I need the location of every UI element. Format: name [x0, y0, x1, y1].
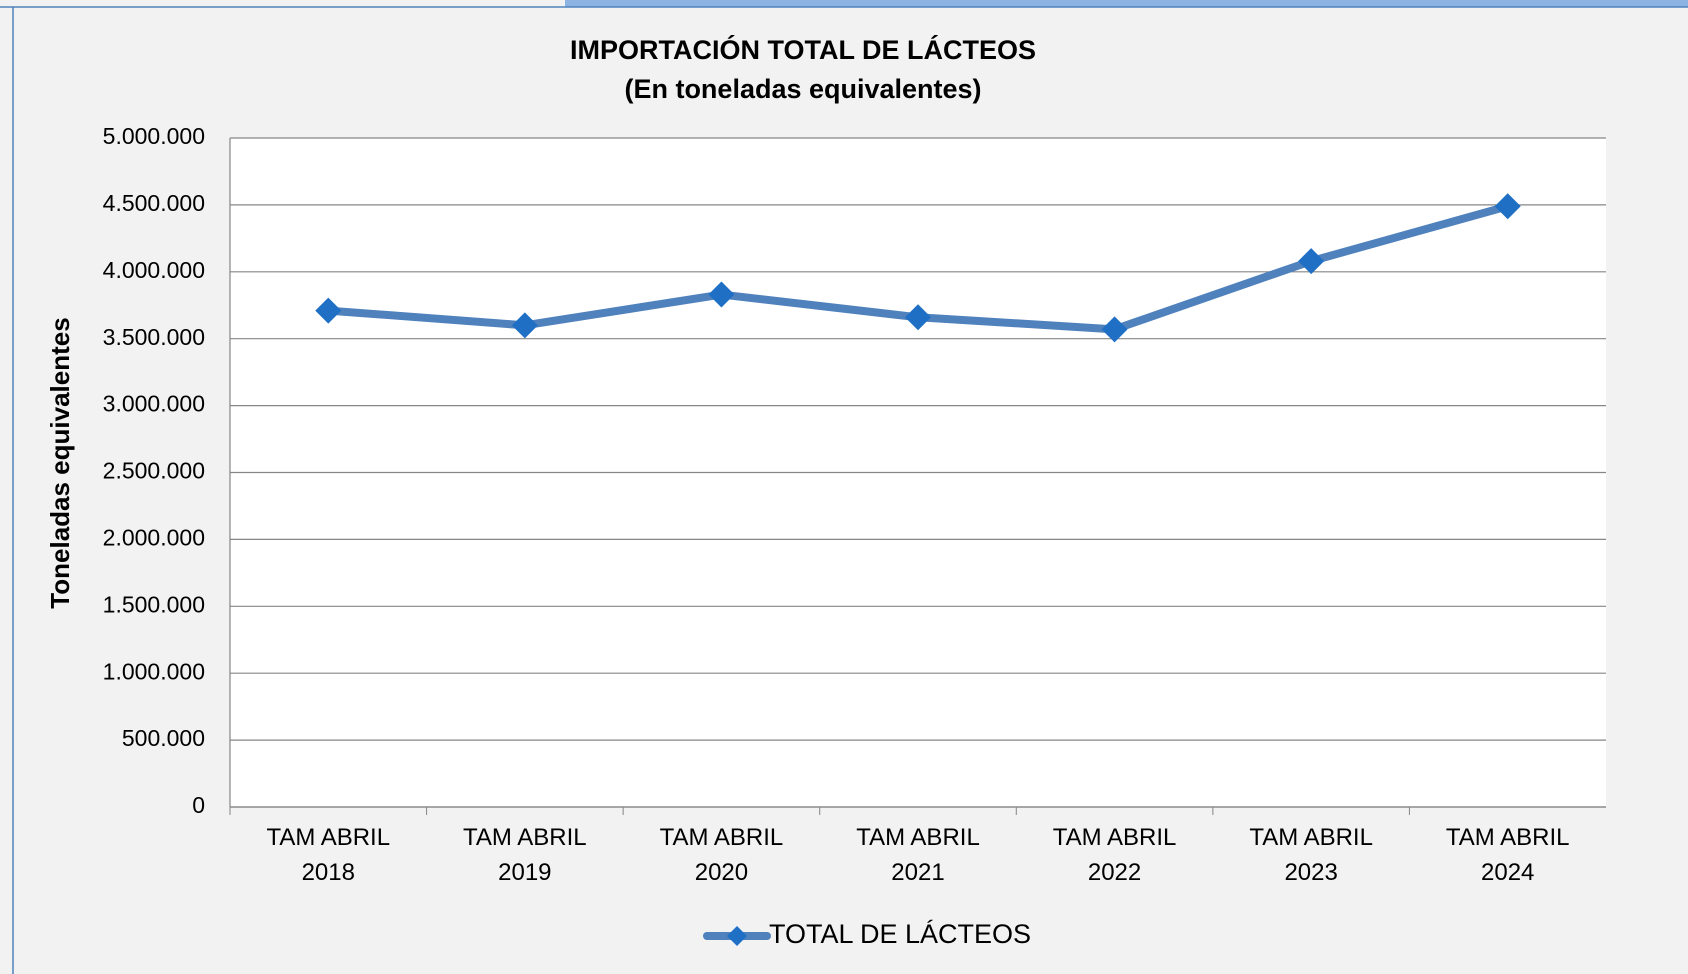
- y-tick-label: 4.000.000: [103, 257, 205, 283]
- y-axis-label: Toneladas equivalentes: [45, 317, 75, 608]
- marker: [1494, 193, 1521, 220]
- y-tick-label: 1.500.000: [103, 591, 205, 617]
- chart-title: IMPORTACIÓN TOTAL DE LÁCTEOS: [570, 34, 1036, 65]
- chart-subtitle: (En toneladas equivalentes): [624, 74, 981, 104]
- y-tick-label: 5.000.000: [103, 123, 205, 149]
- x-tick-label: TAM ABRIL 2022: [1052, 824, 1177, 886]
- top-strip: [565, 0, 1688, 7]
- y-tick-label: 3.000.000: [103, 391, 205, 417]
- y-tick-label: 500.000: [122, 725, 205, 751]
- x-tick-label: TAM ABRIL 2019: [463, 824, 587, 886]
- y-tick-label: 1.000.000: [103, 658, 205, 684]
- y-tick-label: 3.500.000: [103, 324, 205, 350]
- x-tick-label: TAM ABRIL 2024: [1445, 824, 1570, 886]
- marker: [905, 304, 931, 331]
- legend-label: TOTAL DE LÁCTEOS: [769, 919, 1031, 949]
- y-tick-label: 2.500.000: [103, 458, 205, 484]
- x-tick-label: TAM ABRIL 2023: [1249, 824, 1373, 886]
- x-tick-label: TAM ABRIL 2021: [856, 824, 980, 886]
- x-tick-label: TAM ABRIL 2020: [659, 824, 784, 886]
- marker: [511, 312, 538, 339]
- marker: [315, 297, 342, 324]
- y-tick-label: 2.000.000: [103, 524, 205, 550]
- legend-marker: [727, 926, 747, 946]
- marker: [708, 281, 735, 308]
- marker: [1101, 316, 1128, 343]
- marker: [1298, 248, 1325, 275]
- y-tick-label: 0: [192, 792, 205, 818]
- y-tick-label: 4.500.000: [103, 190, 205, 216]
- x-tick-label: TAM ABRIL 2018: [266, 824, 391, 886]
